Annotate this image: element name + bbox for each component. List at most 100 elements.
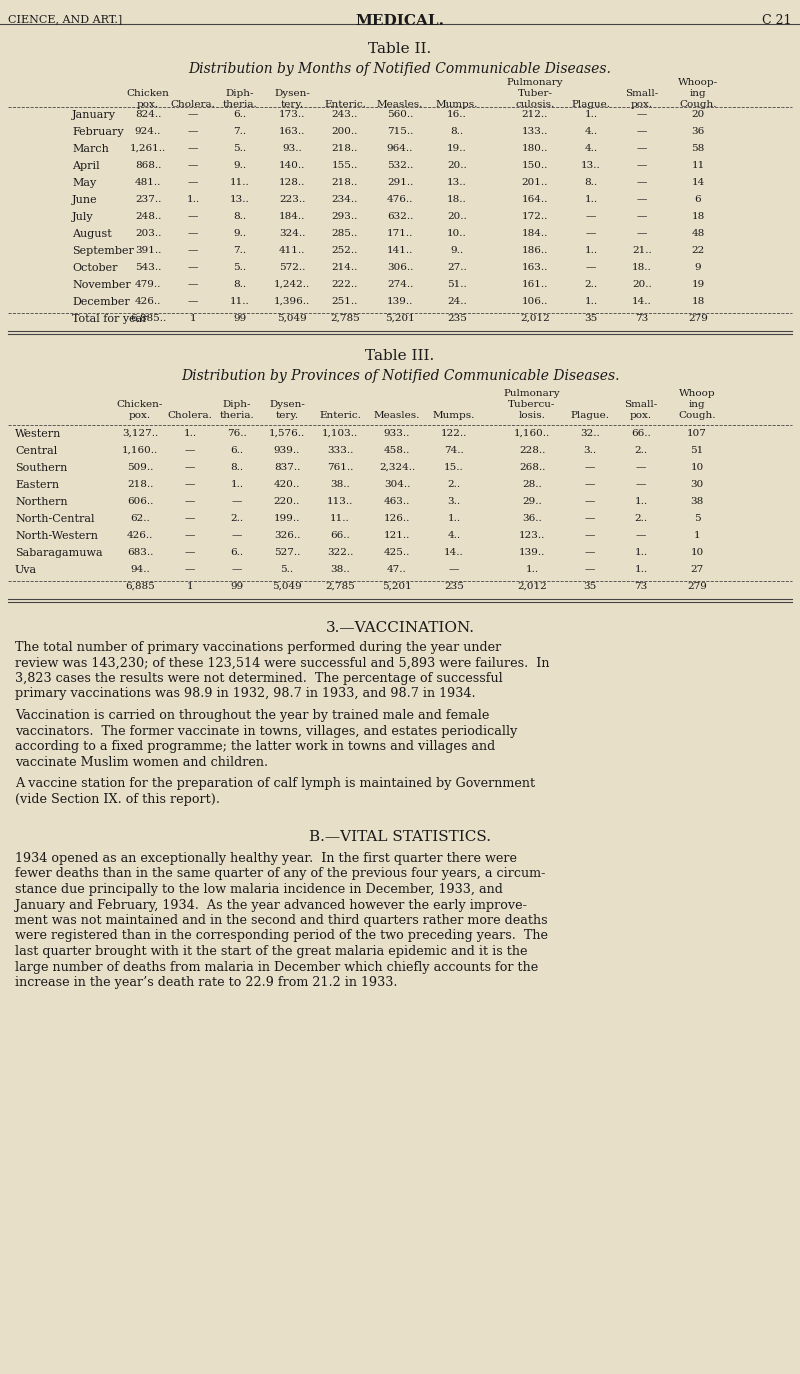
Text: 964..: 964.. — [387, 144, 413, 153]
Text: 163..: 163.. — [522, 262, 548, 272]
Text: 218..: 218.. — [332, 179, 358, 187]
Text: —: — — [232, 565, 242, 574]
Text: 1..: 1.. — [183, 429, 197, 438]
Text: April: April — [72, 161, 100, 170]
Text: Distribution by Months of Notified Communicable Diseases.: Distribution by Months of Notified Commu… — [189, 62, 611, 76]
Text: 6..: 6.. — [234, 110, 246, 120]
Text: 4..: 4.. — [585, 144, 598, 153]
Text: 683..: 683.. — [127, 548, 153, 556]
Text: 18..: 18.. — [447, 195, 467, 203]
Text: 6..: 6.. — [230, 548, 243, 556]
Text: theria.: theria. — [222, 100, 258, 109]
Text: C 21: C 21 — [762, 14, 792, 27]
Text: 11: 11 — [691, 161, 705, 170]
Text: 11..: 11.. — [330, 514, 350, 523]
Text: Pulmonary: Pulmonary — [504, 389, 560, 398]
Text: 572..: 572.. — [279, 262, 305, 272]
Text: North-Western: North-Western — [15, 530, 98, 541]
Text: —: — — [188, 110, 198, 120]
Text: —: — — [585, 530, 595, 540]
Text: Mumps.: Mumps. — [433, 411, 475, 420]
Text: February: February — [72, 126, 124, 137]
Text: —: — — [185, 514, 195, 523]
Text: Tuber-: Tuber- — [518, 89, 553, 98]
Text: 481..: 481.. — [135, 179, 161, 187]
Text: 4..: 4.. — [447, 530, 461, 540]
Text: according to a fixed programme; the latter work in towns and villages and: according to a fixed programme; the latt… — [15, 741, 495, 753]
Text: Southern: Southern — [15, 463, 67, 473]
Text: 141..: 141.. — [387, 246, 413, 256]
Text: 5..: 5.. — [281, 565, 294, 574]
Text: 1..: 1.. — [186, 195, 199, 203]
Text: 22: 22 — [691, 246, 705, 256]
Text: Plague.: Plague. — [570, 411, 610, 420]
Text: Mumps.: Mumps. — [436, 100, 478, 109]
Text: Chicken-: Chicken- — [117, 400, 163, 409]
Text: (vide Section IX. of this report).: (vide Section IX. of this report). — [15, 793, 220, 805]
Text: 214..: 214.. — [332, 262, 358, 272]
Text: 133..: 133.. — [522, 126, 548, 136]
Text: 2,785: 2,785 — [325, 583, 355, 591]
Text: 3..: 3.. — [583, 447, 597, 455]
Text: 20: 20 — [691, 110, 705, 120]
Text: Cholera.: Cholera. — [167, 411, 213, 420]
Text: 24..: 24.. — [447, 297, 467, 306]
Text: —: — — [188, 246, 198, 256]
Text: 74..: 74.. — [444, 447, 464, 455]
Text: Measles.: Measles. — [377, 100, 423, 109]
Text: 1..: 1.. — [585, 195, 598, 203]
Text: Table III.: Table III. — [366, 349, 434, 363]
Text: theria.: theria. — [220, 411, 254, 420]
Text: —: — — [586, 229, 596, 238]
Text: 139..: 139.. — [519, 548, 545, 556]
Text: 172..: 172.. — [522, 212, 548, 221]
Text: A vaccine station for the preparation of calf lymph is maintained by Government: A vaccine station for the preparation of… — [15, 778, 535, 790]
Text: 1..: 1.. — [526, 565, 538, 574]
Text: large number of deaths from malaria in December which chiefly accounts for the: large number of deaths from malaria in D… — [15, 960, 538, 974]
Text: increase in the year’s death rate to 22.9 from 21.2 in 1933.: increase in the year’s death rate to 22.… — [15, 976, 398, 989]
Text: ing: ing — [690, 89, 706, 98]
Text: January and February, 1934.  As the year advanced however the early improve-: January and February, 1934. As the year … — [15, 899, 527, 911]
Text: review was 143,230; of these 123,514 were successful and 5,893 were failures.  I: review was 143,230; of these 123,514 wer… — [15, 657, 550, 669]
Text: 38..: 38.. — [330, 565, 350, 574]
Text: 268..: 268.. — [519, 463, 545, 473]
Text: 186..: 186.. — [522, 246, 548, 256]
Text: 6,885..: 6,885.. — [130, 315, 166, 323]
Text: —: — — [585, 497, 595, 506]
Text: 27: 27 — [690, 565, 704, 574]
Text: August: August — [72, 229, 112, 239]
Text: Chicken: Chicken — [126, 89, 170, 98]
Text: 10: 10 — [690, 463, 704, 473]
Text: 8..: 8.. — [585, 179, 598, 187]
Text: 122..: 122.. — [441, 429, 467, 438]
Text: 14..: 14.. — [444, 548, 464, 556]
Text: 2..: 2.. — [585, 280, 598, 289]
Text: 163..: 163.. — [279, 126, 305, 136]
Text: Northern: Northern — [15, 497, 68, 507]
Text: —: — — [585, 548, 595, 556]
Text: Enteric.: Enteric. — [324, 100, 366, 109]
Text: 223..: 223.. — [279, 195, 305, 203]
Text: 2,785: 2,785 — [330, 315, 360, 323]
Text: 411..: 411.. — [279, 246, 305, 256]
Text: 36..: 36.. — [522, 514, 542, 523]
Text: —: — — [185, 530, 195, 540]
Text: 1..: 1.. — [447, 514, 461, 523]
Text: North-Central: North-Central — [15, 514, 94, 523]
Text: 274..: 274.. — [387, 280, 413, 289]
Text: 426..: 426.. — [135, 297, 161, 306]
Text: 1..: 1.. — [634, 497, 647, 506]
Text: 1,396..: 1,396.. — [274, 297, 310, 306]
Text: —: — — [637, 110, 647, 120]
Text: 184..: 184.. — [279, 212, 305, 221]
Text: 20..: 20.. — [447, 161, 467, 170]
Text: 291..: 291.. — [387, 179, 413, 187]
Text: Enteric.: Enteric. — [319, 411, 361, 420]
Text: 234..: 234.. — [332, 195, 358, 203]
Text: 293..: 293.. — [332, 212, 358, 221]
Text: 279: 279 — [688, 315, 708, 323]
Text: 38..: 38.. — [330, 480, 350, 489]
Text: Tubercu-: Tubercu- — [508, 400, 556, 409]
Text: 35: 35 — [583, 583, 597, 591]
Text: —: — — [637, 161, 647, 170]
